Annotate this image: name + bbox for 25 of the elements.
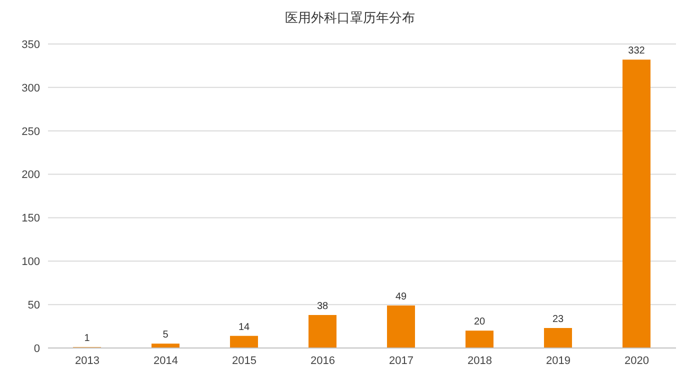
data-label: 1 bbox=[84, 333, 90, 344]
y-tick-label: 50 bbox=[28, 299, 40, 312]
data-label: 23 bbox=[552, 314, 564, 326]
data-label: 5 bbox=[162, 330, 169, 341]
x-tick-label: 2016 bbox=[310, 354, 335, 367]
x-tick-label: 2020 bbox=[624, 354, 649, 367]
data-label: 49 bbox=[395, 291, 407, 302]
x-tick-label: 2017 bbox=[389, 354, 414, 367]
y-tick-label: 350 bbox=[22, 38, 40, 51]
y-tick-label: 150 bbox=[22, 212, 40, 225]
y-tick-label: 200 bbox=[22, 169, 40, 182]
x-tick-label: 2019 bbox=[546, 354, 570, 367]
x-tick-label: 2015 bbox=[232, 354, 256, 367]
data-label: 14 bbox=[238, 322, 250, 333]
x-tick-label: 2018 bbox=[468, 354, 492, 367]
y-tick-label: 100 bbox=[22, 256, 40, 268]
x-tick-label: 2014 bbox=[154, 354, 178, 367]
data-label: 20 bbox=[474, 316, 486, 328]
chart-title: 医用外科口罩历年分布 bbox=[284, 9, 416, 27]
data-label: 332 bbox=[628, 46, 646, 57]
y-tick-label: 250 bbox=[22, 126, 40, 138]
y-tick-label: 300 bbox=[22, 82, 40, 94]
y-tick-label: 0 bbox=[34, 342, 40, 355]
x-tick-label: 2013 bbox=[75, 354, 100, 367]
data-label: 38 bbox=[316, 300, 328, 312]
